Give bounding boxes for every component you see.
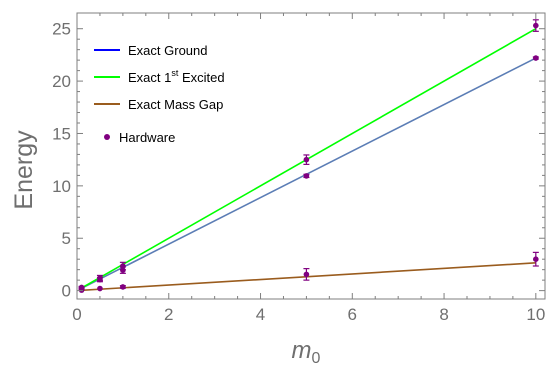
plot-frame: [76, 12, 546, 300]
x-tick-label-4: 8: [439, 305, 448, 324]
hardware-point-9: [303, 173, 310, 179]
x-tick-label-0: 0: [72, 305, 81, 324]
y-tick-label-1: 5: [62, 229, 71, 248]
hardware-point-12: [533, 55, 539, 61]
legend-label-excited-b: Excited: [178, 70, 224, 85]
hardware-point-13: [533, 22, 539, 29]
y-tick-label-5: 25: [52, 20, 71, 39]
plot-border: [76, 12, 546, 300]
legend-label-excited-sup: st: [171, 68, 179, 78]
y-tick-label-2: 10: [52, 177, 71, 196]
axis-ticks: 0 2 4 6 8 10 0 5 10 15 20 25: [52, 13, 545, 324]
hardware-point-14: [533, 256, 539, 262]
legend-label-excited-a: Exact 1: [128, 70, 171, 85]
hardware-points: [78, 19, 539, 293]
x-tick-label-5: 10: [526, 305, 545, 324]
x-tick-label-2: 4: [256, 305, 265, 324]
legend-label-excited: Exact 1st Excited: [128, 68, 225, 85]
x-tick-label-3: 6: [348, 305, 357, 324]
hardware-point-2: [78, 287, 85, 293]
y-axis-title: Energy: [10, 130, 38, 210]
y-tick-label-0: 0: [62, 282, 71, 301]
series-line-0: [81, 57, 537, 290]
hardware-point-5: [97, 285, 103, 292]
legend: Exact Ground Exact 1st Excited Exact Mas…: [94, 43, 225, 145]
x-axis-title-sub: 0: [312, 350, 321, 367]
hardware-point-7: [120, 263, 126, 269]
y-tick-label-4: 20: [52, 72, 71, 91]
x-axis-title-main: m: [292, 337, 312, 364]
series-line-2: [81, 262, 536, 292]
hardware-point-4: [97, 275, 103, 281]
hardware-point-10: [303, 156, 310, 163]
x-axis-title: m0: [292, 337, 321, 367]
hardware-point-8: [120, 284, 126, 290]
legend-label-gap: Exact Mass Gap: [128, 97, 223, 112]
legend-label-ground: Exact Ground: [128, 43, 208, 58]
legend-swatch-hardware: [104, 134, 110, 140]
x-tick-label-1: 2: [164, 305, 173, 324]
legend-label-hardware: Hardware: [119, 130, 175, 145]
hardware-point-11: [303, 271, 310, 278]
y-tick-label-3: 15: [52, 124, 71, 143]
